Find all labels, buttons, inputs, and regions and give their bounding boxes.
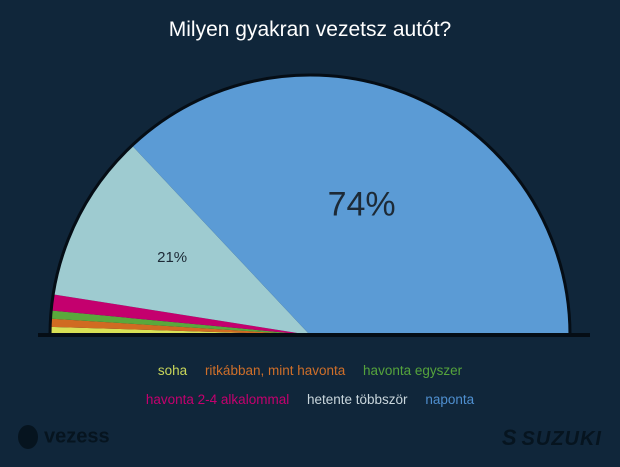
data-label-4: 21% xyxy=(157,249,187,266)
suzuki-s-icon: S xyxy=(501,425,518,450)
slice-4 xyxy=(53,145,311,335)
legend-item-soha: soha xyxy=(157,363,188,378)
legend-item-hetente: hetente többször xyxy=(306,392,408,407)
slice-5 xyxy=(132,74,570,336)
legend-item-havonta-egyszer: havonta egyszer xyxy=(363,363,463,378)
outline-arc xyxy=(48,73,572,336)
chart-title: Milyen gyakran vezetsz autót? xyxy=(168,18,452,41)
vezess-logo: vezess xyxy=(18,425,110,449)
suzuki-logo: S SUZUKI xyxy=(501,425,602,450)
legend-item-ritkabban: ritkábban, mint havonta xyxy=(204,363,346,378)
vezess-v-icon xyxy=(18,425,38,449)
legend-row-2: havonta 2-4 alkalommal hetente többször … xyxy=(0,392,620,407)
legend-item-naponta: naponta xyxy=(425,392,475,407)
slice-3 xyxy=(51,294,310,335)
legend-row-1: soha ritkábban, mint havonta havonta egy… xyxy=(0,363,620,378)
slice-2 xyxy=(50,310,310,335)
data-label-5: 74% xyxy=(328,186,396,224)
slice-0 xyxy=(50,326,310,335)
slice-1 xyxy=(50,318,310,335)
legend-item-havonta-2-4: havonta 2-4 alkalommal xyxy=(145,392,290,407)
